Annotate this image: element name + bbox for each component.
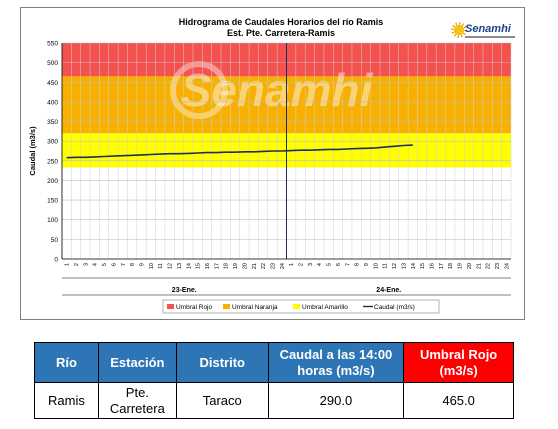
day-label-1: 23-Ene. (172, 287, 197, 294)
x-tick-label: 7 (345, 263, 351, 266)
y-tick-label: 400 (47, 99, 58, 106)
cell-distrito: Taraco (175, 382, 269, 419)
y-tick-label: 450 (47, 80, 58, 87)
x-tick-label: 10 (149, 263, 155, 269)
header-estacion: Estación (97, 342, 177, 383)
logo-underline (465, 36, 515, 38)
x-tick-label: 21 (252, 263, 258, 269)
day-label-2: 24-Ene. (376, 287, 401, 294)
x-tick-label: 19 (458, 263, 464, 269)
x-tick-label: 4 (317, 263, 323, 266)
series-line-caudal (66, 144, 413, 159)
x-tick-label: 17 (214, 263, 220, 269)
legend-entry: Umbral Rojo (176, 304, 213, 311)
legend-swatch (293, 304, 300, 309)
header-umbral-rojo: Umbral Rojo (m3/s) (403, 342, 514, 383)
senamhi-logo: Senamhi (449, 18, 519, 44)
x-tick-label: 19 (233, 263, 239, 269)
x-tick-label: 15 (420, 263, 426, 269)
y-tick-label: 550 (47, 41, 58, 48)
x-tick-label: 16 (429, 263, 435, 269)
x-tick-label: 17 (439, 263, 445, 269)
x-tick-label: 2 (74, 263, 80, 266)
x-tick-label: 22 (261, 263, 267, 269)
x-tick-label: 24 (504, 263, 510, 269)
legend-box (162, 299, 440, 314)
x-tick-label: 4 (93, 263, 99, 266)
x-tick-label: 16 (205, 263, 211, 269)
y-tick-label: 150 (47, 198, 58, 205)
x-tick-label: 23 (270, 263, 276, 269)
cell-caudal: 290.0 (267, 382, 405, 419)
table-header-row: Río Estación Distrito Caudal a las 14:00… (34, 342, 514, 383)
y-tick-label: 300 (47, 139, 58, 146)
legend-swatch (167, 304, 174, 309)
x-tick-label: 22 (486, 263, 492, 269)
x-tick-label: 18 (224, 263, 230, 269)
y-tick-label: 350 (47, 119, 58, 126)
chart-canvas: Hidrograma de Caudales Horarios del río … (28, 17, 512, 314)
x-tick-label: 3 (83, 263, 89, 266)
header-distrito: Distrito (175, 342, 269, 383)
x-tick-label: 2 (299, 263, 305, 266)
logo-text: Senamhi (465, 23, 511, 35)
x-tick-label: 3 (308, 263, 314, 266)
cell-rio: Ramis (34, 382, 99, 419)
x-tick-label: 14 (186, 263, 192, 269)
legend-entry: Caudal (m3/s) (374, 304, 415, 311)
watermark-sun-icon (170, 61, 228, 120)
x-tick-label: 14 (411, 263, 417, 269)
x-tick-label: 5 (102, 263, 108, 266)
x-tick-label: 11 (383, 263, 389, 269)
x-tick-label: 23 (495, 263, 501, 269)
x-tick-label: 9 (364, 263, 370, 266)
x-tick-label: 8 (355, 263, 361, 266)
y-tick-label: 500 (47, 60, 58, 67)
chart-subtitle: Est. Pte. Carretera-Ramis (227, 28, 335, 38)
table-row: Ramis Pte. Carretera Taraco 290.0 465.0 (34, 382, 514, 419)
x-tick-label: 13 (177, 263, 183, 269)
y-tick-label: 200 (47, 178, 58, 185)
x-tick-label: 1 (289, 263, 295, 266)
x-tick-label: 10 (373, 263, 379, 269)
x-tick-label: 6 (336, 263, 342, 266)
x-tick-label: 15 (196, 263, 202, 269)
x-tick-label: 1 (65, 263, 71, 266)
x-tick-label: 12 (392, 263, 398, 269)
x-tick-label: 24 (280, 263, 286, 269)
sun-icon (451, 22, 467, 38)
x-tick-label: 9 (140, 263, 146, 266)
x-tick-label: 5 (327, 263, 333, 266)
x-tick-label: 21 (476, 263, 482, 269)
cell-estacion: Pte. Carretera (97, 382, 177, 419)
hydrograph-chart: Hidrograma de Caudales Horarios del río … (20, 7, 525, 320)
chart-title: Hidrograma de Caudales Horarios del río … (179, 17, 384, 27)
y-tick-label: 250 (47, 158, 58, 165)
x-tick-label: 12 (168, 263, 174, 269)
header-caudal: Caudal a las 14:00 horas (m3/s) (267, 342, 405, 383)
x-tick-label: 20 (467, 263, 473, 269)
legend-entry: Umbral Naranja (232, 304, 278, 311)
y-tick-label: 50 (51, 237, 59, 244)
legend-entry: Umbral Amarillo (302, 304, 348, 311)
x-tick-label: 18 (448, 263, 454, 269)
y-axis-label: Caudal (m3/s) (28, 126, 37, 176)
y-tick-label: 0 (54, 257, 58, 264)
cell-umbral-rojo: 465.0 (403, 382, 514, 419)
x-tick-label: 7 (121, 263, 127, 266)
x-tick-label: 20 (242, 263, 248, 269)
y-tick-label: 100 (47, 217, 58, 224)
data-table: Río Estación Distrito Caudal a las 14:00… (34, 342, 514, 419)
header-rio: Río (34, 342, 99, 383)
x-tick-label: 13 (401, 263, 407, 269)
x-tick-label: 11 (158, 263, 164, 269)
legend-swatch (223, 304, 230, 309)
x-tick-label: 6 (111, 263, 117, 266)
x-tick-label: 8 (130, 263, 136, 266)
